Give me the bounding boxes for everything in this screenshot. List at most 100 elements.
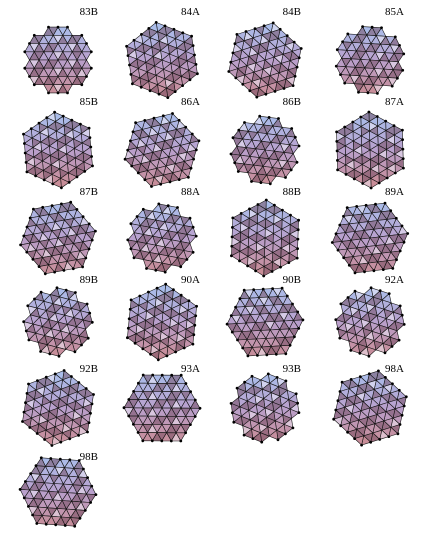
vertex [229, 152, 233, 156]
vertex [87, 247, 91, 251]
vertex [361, 25, 364, 28]
item-label: 89B [80, 274, 98, 286]
vertex [25, 392, 29, 395]
vertex [172, 288, 175, 292]
vertex [358, 375, 362, 378]
vertex [179, 265, 183, 269]
vertex [80, 83, 84, 87]
vertex [377, 181, 381, 185]
vertex [27, 505, 30, 508]
vertex [134, 121, 138, 125]
polyhedron [335, 110, 405, 190]
vertex [289, 168, 293, 172]
vertex [231, 216, 235, 220]
vertex [268, 182, 272, 186]
vertex [400, 413, 404, 417]
facet [345, 168, 355, 180]
vertex [278, 27, 282, 31]
facet [36, 514, 47, 525]
vertex [166, 204, 170, 208]
facet [233, 415, 244, 427]
item-label: 88B [283, 186, 301, 198]
vertex [84, 387, 88, 390]
vertex [235, 33, 239, 36]
vertex [401, 147, 405, 151]
vertex [244, 30, 248, 33]
vertex [196, 72, 199, 76]
facet [230, 250, 241, 262]
vertex [122, 406, 126, 410]
vertex [26, 304, 30, 308]
vertex [367, 110, 371, 114]
vertex [280, 286, 284, 290]
vertex [339, 302, 343, 306]
vertex [135, 215, 139, 218]
vertex [297, 144, 301, 148]
vertex [250, 374, 254, 378]
vertex [239, 212, 243, 215]
vertex [86, 336, 90, 340]
vertex [37, 121, 41, 125]
vertex [297, 56, 301, 60]
vertex [45, 116, 49, 119]
vertex [27, 382, 30, 386]
vertex [22, 496, 26, 500]
vertex [25, 225, 29, 229]
vertex [289, 213, 292, 217]
vertex [137, 381, 140, 385]
vertex [191, 250, 195, 254]
vertex [24, 329, 28, 333]
vertex [231, 226, 234, 229]
vertex [271, 287, 274, 290]
vertex [336, 248, 340, 252]
vertex [132, 422, 135, 426]
item-label: 93B [283, 363, 301, 375]
vertex [378, 289, 382, 293]
facet [249, 87, 260, 98]
vertex [132, 38, 136, 42]
vertex [39, 350, 42, 353]
vertex [129, 247, 133, 251]
vertex [190, 34, 194, 38]
vertex [92, 393, 95, 396]
vertex [297, 218, 300, 222]
vertex [404, 395, 408, 399]
item-label: 98A [385, 363, 404, 375]
facet [49, 346, 60, 357]
polyhedron [126, 282, 199, 362]
vertex [173, 90, 177, 93]
vertex [394, 216, 398, 220]
vertex [64, 288, 68, 292]
vertex [179, 373, 183, 377]
polyhedron [334, 25, 406, 95]
polyhedron [334, 286, 406, 358]
facet [151, 431, 163, 442]
facet [254, 265, 265, 277]
vertex [401, 138, 404, 142]
facet [331, 241, 343, 251]
vertex [66, 91, 69, 95]
vertex [123, 157, 127, 161]
vertex [271, 21, 275, 25]
vertex [193, 323, 197, 327]
vertex [241, 82, 245, 86]
vertex [154, 268, 158, 272]
facet [33, 75, 45, 85]
vertex [86, 476, 89, 479]
vertex [195, 304, 199, 308]
facet [250, 173, 262, 183]
facet [170, 257, 182, 268]
vertex [77, 459, 81, 462]
vertex [73, 350, 77, 354]
vertex [23, 142, 26, 145]
polyhedron [22, 286, 94, 358]
polyhedron [18, 456, 98, 528]
vertex [23, 151, 27, 155]
vertex [43, 272, 47, 276]
vertex [66, 25, 69, 29]
vertex [85, 302, 89, 306]
vertex [380, 26, 383, 30]
vertex [234, 76, 238, 80]
facet [44, 435, 54, 447]
vertex [51, 182, 55, 186]
